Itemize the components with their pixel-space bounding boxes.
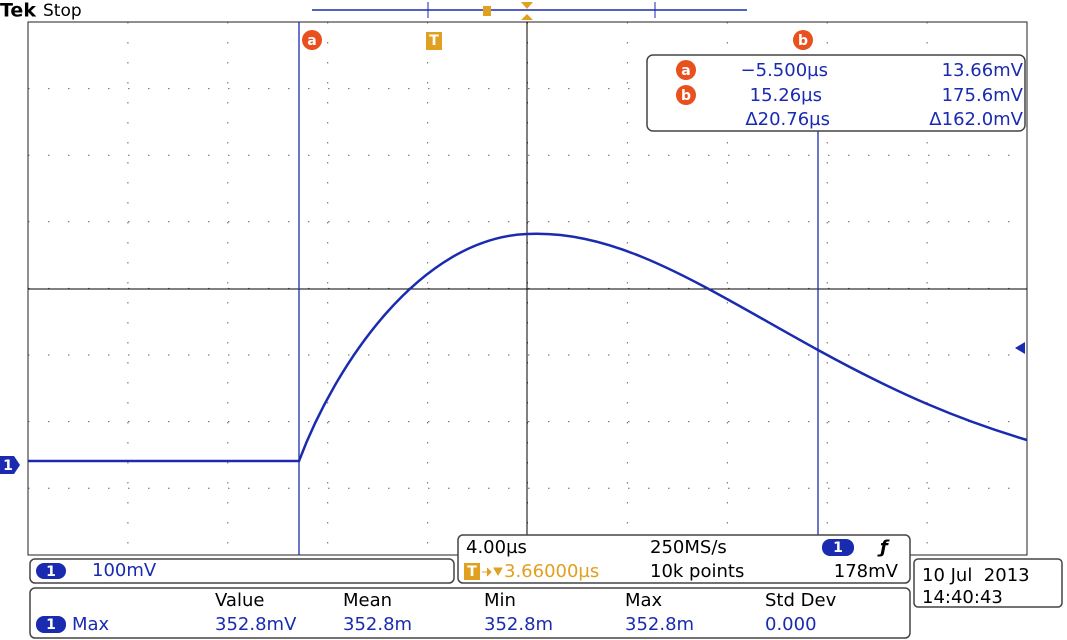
measurement-value: 352.8m — [625, 614, 694, 635]
readout-voltage: 175.6mV — [942, 85, 1024, 106]
trigger-pos-marker — [483, 6, 491, 16]
measurement-channel: 1 — [46, 617, 56, 633]
trigger-label: T — [429, 33, 439, 49]
status: Stop — [43, 1, 82, 21]
measurement-box — [29, 587, 911, 639]
expansion-marker — [521, 2, 533, 20]
timebase-box — [457, 534, 911, 584]
readout-delta-time: Δ20.76µs — [745, 109, 830, 130]
readout-label: b — [681, 88, 691, 104]
measurement-header: Max — [625, 590, 663, 611]
cursor-b-icon — [793, 30, 813, 50]
measurement-value: 352.8m — [484, 614, 553, 635]
readout-icon — [676, 85, 696, 105]
trigger-icon — [426, 32, 442, 50]
position-icon-label: T — [467, 564, 477, 580]
measurement-header: Min — [484, 590, 516, 611]
ground-label: 1 — [3, 458, 13, 474]
measurement-table: Value Mean Min Max Std Dev 1 Max 352.8mV 352.8m 3… — [36, 590, 837, 635]
sample-rate: 250MS/s — [650, 537, 727, 558]
time: 14:40:43 — [922, 587, 1003, 608]
ground-marker — [0, 456, 20, 474]
cursor-a-icon — [302, 30, 322, 50]
channel-icon — [36, 563, 66, 579]
trigger-level-marker — [1015, 342, 1025, 354]
cursor-b-label: b — [798, 33, 808, 49]
trigger-channel-icon — [822, 539, 854, 556]
measurement-header: Mean — [343, 590, 392, 611]
datetime-box — [913, 558, 1063, 608]
waveform — [28, 232, 1028, 463]
measurement-value: 352.8m — [343, 614, 412, 635]
measurement-value: 0.000 — [765, 614, 817, 635]
measurement-value: 352.8mV — [215, 614, 297, 635]
brand: Tek — [0, 0, 36, 22]
position-icon — [464, 563, 480, 580]
measurement-header: Std Dev — [765, 590, 837, 611]
cursor-a-label: a — [307, 33, 316, 49]
readout-label: a — [681, 63, 690, 79]
readout-time: 15.26µs — [750, 85, 822, 106]
channel-scale: 100mV — [92, 560, 157, 581]
readout-voltage: 13.66mV — [942, 60, 1024, 81]
trigger-level: 178mV — [834, 561, 899, 582]
readout-time: −5.500µs — [741, 60, 828, 81]
channel-box — [29, 558, 455, 584]
date: 10 Jul 2013 — [922, 565, 1030, 586]
position-arrow — [482, 567, 503, 577]
readout-icon — [676, 60, 696, 80]
readout-delta-voltage: Δ162.0mV — [929, 109, 1023, 130]
trigger-slope: ƒ — [877, 537, 890, 558]
channel-number: 1 — [46, 564, 56, 580]
record-length: 10k points — [650, 561, 744, 582]
time-scale: 4.00µs — [466, 537, 527, 558]
channel-icon — [36, 616, 66, 633]
trigger-channel: 1 — [833, 540, 843, 556]
measurement-name: Max — [72, 614, 110, 635]
measurement-header: Value — [215, 590, 264, 611]
horizontal-position: 3.66000µs — [504, 561, 599, 582]
cursor-readout — [646, 54, 1026, 132]
